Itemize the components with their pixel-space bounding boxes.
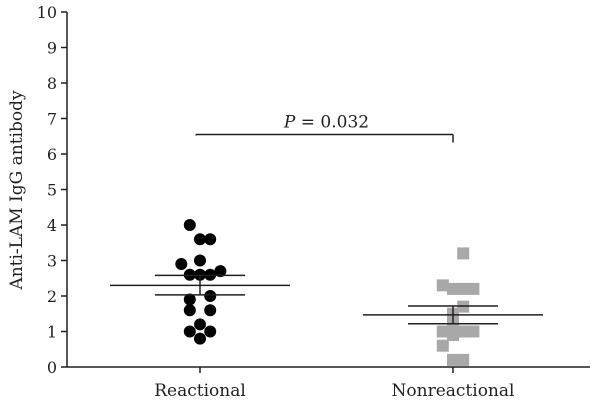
reactional-point <box>183 304 196 317</box>
reactional-point <box>183 219 196 231</box>
nonreactional-point <box>467 325 480 338</box>
y-tick-label: 7 <box>47 110 57 129</box>
y-tick-label: 4 <box>47 216 57 235</box>
p-symbol: P <box>283 112 296 132</box>
reactional-point <box>194 318 206 331</box>
y-tick-label: 9 <box>47 39 57 58</box>
nonreactional-point <box>436 279 449 292</box>
mean-sem-bars <box>110 274 543 325</box>
y-tick-label: 5 <box>47 181 57 200</box>
nonreactional-point <box>457 247 470 260</box>
x-category-label: Reactional <box>154 381 246 401</box>
reactional-point <box>204 325 217 338</box>
reactional-point <box>183 325 196 338</box>
nonreactional-point <box>457 353 470 366</box>
y-tick-label: 10 <box>37 3 57 22</box>
nonreactional-point <box>436 339 449 352</box>
nonreactional-point <box>467 282 480 295</box>
reactional-point <box>204 233 217 246</box>
reactional-point <box>194 233 206 246</box>
nonreactional-point <box>447 353 459 366</box>
y-tick-label: 6 <box>47 145 57 164</box>
y-tick-label: 8 <box>47 74 57 93</box>
reactional-point <box>194 332 206 345</box>
p-value: = 0.032 <box>295 112 369 132</box>
reactional-point <box>183 293 196 306</box>
y-tick-label: 2 <box>47 287 57 306</box>
reactional-point <box>194 254 206 267</box>
reactional-point <box>204 304 217 317</box>
nonreactional-point <box>436 325 449 338</box>
y-tick-label: 3 <box>47 252 57 271</box>
y-tick-label: 1 <box>47 323 57 342</box>
nonreactional-point <box>447 282 459 295</box>
reactional-point <box>214 265 227 278</box>
reactional-point <box>175 258 188 271</box>
data-points <box>175 219 480 366</box>
nonreactional-point <box>457 325 470 338</box>
nonreactional-point <box>457 282 470 295</box>
y-axis-title: Anti-LAM IgG antibody <box>7 90 27 291</box>
p-value-label: P = 0.032 <box>283 112 369 132</box>
reactional-point <box>204 290 217 302</box>
x-category-label: Nonreactional <box>392 381 515 401</box>
x-axis: Reactional Nonreactional <box>67 366 590 401</box>
significance-annotation: P = 0.032 <box>195 112 454 143</box>
nonreactional-point <box>447 329 459 342</box>
y-tick-label: 0 <box>47 358 57 377</box>
y-axis: 0 1 2 3 4 5 6 7 8 9 10 <box>37 3 68 377</box>
